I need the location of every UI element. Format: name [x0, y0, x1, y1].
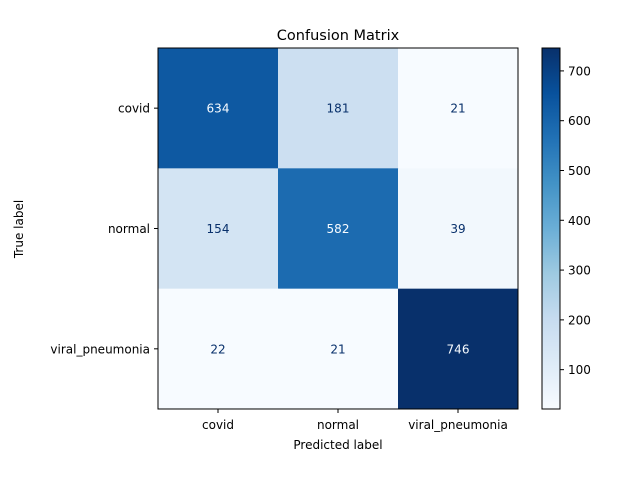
cell-value-label: 582: [327, 222, 350, 236]
y-tick-label: normal: [108, 222, 150, 236]
x-tick-label: normal: [317, 418, 359, 432]
cell-value-labels: 634 181 21 154 582 39 22 21 746: [207, 102, 470, 357]
heatmap-cells: [158, 48, 519, 410]
y-tick-label: viral_pneumonia: [50, 342, 150, 356]
cell-value-label: 22: [210, 342, 225, 356]
cell-value-label: 634: [207, 102, 230, 116]
cell-value-label: 181: [327, 102, 350, 116]
y-tick-label: covid: [118, 102, 150, 116]
heatmap-cell: [398, 168, 519, 290]
heatmap-cell: [278, 48, 399, 169]
colorbar-tick-label: 400: [568, 214, 591, 228]
cell-value-label: 21: [450, 102, 465, 116]
x-axis-label: Predicted label: [293, 438, 382, 452]
colorbar-tick-label: 100: [568, 363, 591, 377]
heatmap-cell: [398, 48, 519, 169]
heatmap-cell: [278, 288, 399, 410]
cell-value-label: 154: [207, 222, 230, 236]
colorbar-tick-label: 200: [568, 313, 591, 327]
colorbar-ticks: 100 200 300 400 500 600 700: [560, 64, 591, 377]
colorbar-tick-label: 600: [568, 114, 591, 128]
x-tick-label: covid: [202, 418, 234, 432]
colorbar: [541, 47, 561, 410]
cell-value-label: 39: [450, 222, 465, 236]
heatmap-cell: [158, 48, 279, 169]
x-axis: covid normal viral_pneumonia: [202, 408, 508, 432]
y-axis: covid normal viral_pneumonia: [50, 102, 158, 356]
x-tick-label: viral_pneumonia: [408, 418, 508, 432]
heatmap-cell: [398, 288, 519, 410]
chart-title: Confusion Matrix: [277, 28, 400, 44]
cell-value-label: 21: [330, 342, 345, 356]
colorbar-tick-label: 300: [568, 264, 591, 278]
heatmap-cell: [158, 288, 279, 410]
y-axis-label: True label: [12, 200, 26, 259]
colorbar-tick-label: 700: [568, 64, 591, 78]
heatmap-cell: [278, 168, 399, 290]
heatmap-cell: [158, 168, 279, 290]
colorbar-tick-label: 500: [568, 164, 591, 178]
cell-value-label: 746: [447, 342, 470, 356]
